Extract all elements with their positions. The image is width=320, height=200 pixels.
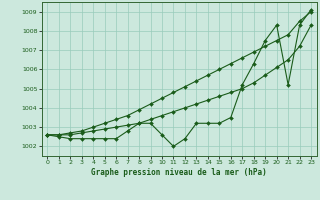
X-axis label: Graphe pression niveau de la mer (hPa): Graphe pression niveau de la mer (hPa) [91,168,267,177]
